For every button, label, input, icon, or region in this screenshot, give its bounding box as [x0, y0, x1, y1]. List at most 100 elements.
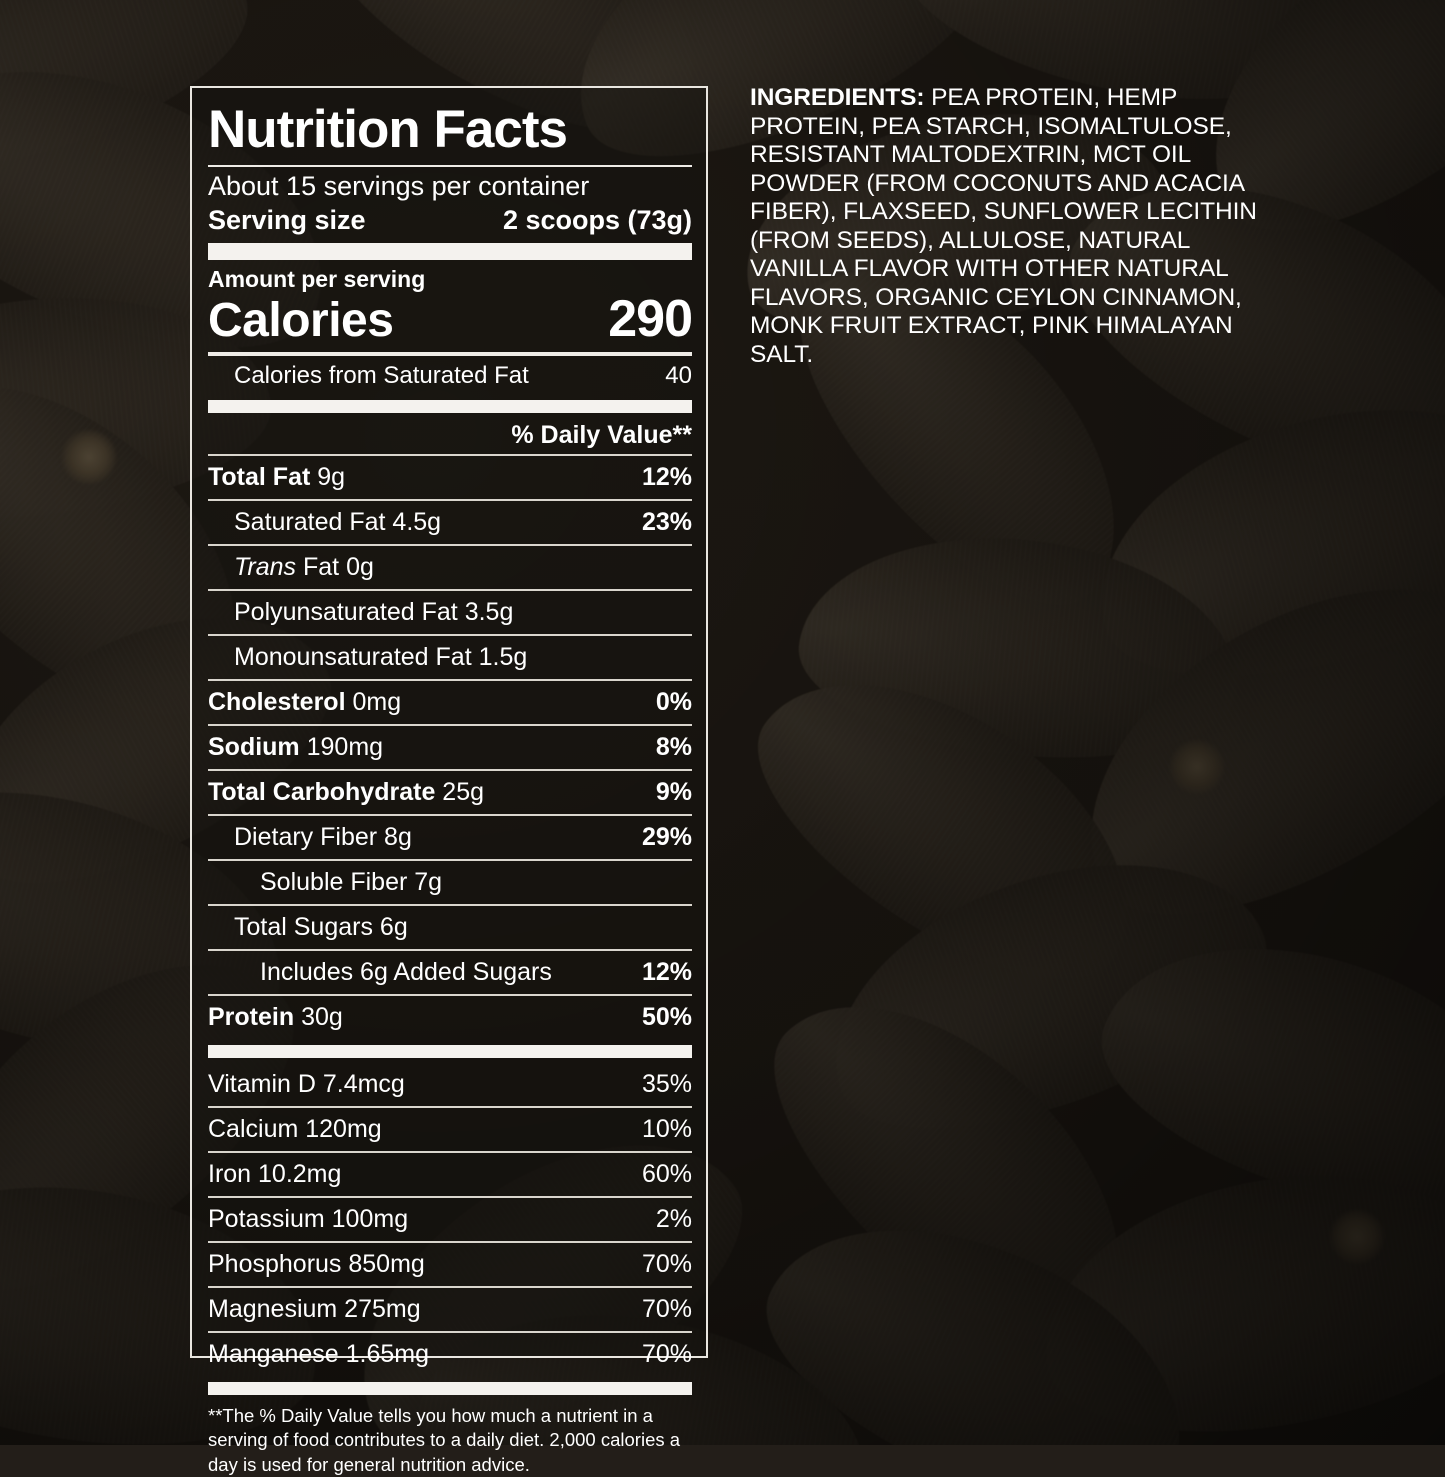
nutrient-name-bold: Total Carbohydrate	[208, 777, 436, 806]
nutrient-daily-value: 0%	[655, 687, 692, 716]
nutrient-daily-value: 12%	[641, 462, 692, 491]
nutrient-name: Cholesterol 0mg	[208, 687, 402, 716]
nutrient-row: Total Fat 9g 12%	[208, 456, 692, 499]
daily-value-footnote: **The % Daily Value tells you how much a…	[208, 1404, 681, 1475]
vitamin-daily-value: 70%	[641, 1339, 692, 1368]
divider-hair	[208, 723, 692, 726]
nutrient-name-bold: Cholesterol	[208, 687, 346, 716]
divider-hair	[208, 1240, 692, 1243]
nutrient-name: Saturated Fat 4.5g	[234, 507, 442, 536]
vitamin-daily-value: 70%	[641, 1294, 692, 1323]
divider-hair	[208, 768, 692, 771]
divider-hair	[208, 1285, 692, 1288]
nutrient-row: Protein 30g 50%	[208, 996, 692, 1039]
vitamin-name: Phosphorus 850mg	[208, 1249, 425, 1278]
divider-hair	[208, 678, 692, 681]
divider-hair	[208, 993, 692, 996]
daily-value-header: % Daily Value**	[511, 420, 692, 449]
nutrient-daily-value: 50%	[641, 1002, 692, 1031]
vitamin-name: Calcium 120mg	[208, 1114, 382, 1143]
nutrient-daily-value: 9%	[655, 777, 692, 806]
nutrient-name: Trans Fat 0g	[234, 552, 374, 581]
nutrient-name: Total Fat 9g	[208, 462, 346, 491]
ingredients-text: PEA PROTEIN, HEMP PROTEIN, PEA STARCH, I…	[750, 84, 1257, 368]
divider-hair	[208, 1330, 692, 1333]
ingredients-block: INGREDIENTS: PEA PROTEIN, HEMP PROTEIN, …	[750, 84, 1270, 369]
calories-value: 290	[608, 289, 693, 348]
divider-hair	[208, 543, 692, 546]
vitamin-daily-value: 35%	[641, 1069, 692, 1098]
vitamin-row: Calcium 120mg 10%	[208, 1108, 692, 1151]
divider-hair	[208, 633, 692, 636]
vitamin-row: Vitamin D 7.4mcg 35%	[208, 1063, 692, 1106]
divider-under-title	[208, 165, 692, 168]
vitamin-name: Magnesium 275mg	[208, 1294, 421, 1323]
nutrient-name: Monounsaturated Fat 1.5g	[234, 642, 528, 671]
divider-thick-vitamins	[208, 1044, 692, 1058]
divider-hair	[208, 1150, 692, 1153]
nutrient-row: Soluble Fiber 7g	[208, 861, 692, 904]
divider-hair	[208, 453, 692, 456]
page-title: Nutrition Facts	[208, 100, 568, 159]
vitamin-row: Potassium 100mg 2%	[208, 1198, 692, 1241]
divider-hair	[208, 948, 692, 951]
calories-label: Calories	[208, 293, 394, 347]
nutrient-list: Total Fat 9g 12% Saturated Fat 4.5g 23% Tran…	[208, 456, 692, 1039]
nutrient-row: Cholesterol 0mg 0%	[208, 681, 692, 724]
nutrient-row: Dietary Fiber 8g 29%	[208, 816, 692, 859]
divider-thick-footnote	[208, 1381, 692, 1395]
divider-hair	[208, 1105, 692, 1108]
nutrient-row: Monounsaturated Fat 1.5g	[208, 636, 692, 679]
nutrient-daily-value: 29%	[641, 822, 692, 851]
divider-hair	[208, 588, 692, 591]
nutrient-name-bold: Sodium	[208, 732, 300, 761]
vitamin-name: Manganese 1.65mg	[208, 1339, 429, 1368]
nutrition-facts-panel: Nutrition Facts About 15 servings per co…	[190, 86, 708, 1475]
nutrient-name: Includes 6g Added Sugars	[260, 957, 552, 986]
divider-hair	[208, 1195, 692, 1198]
nutrient-row: Polyunsaturated Fat 3.5g	[208, 591, 692, 634]
nutrient-name: Sodium 190mg	[208, 732, 384, 761]
calories-from-saturated-fat-value: 40	[665, 361, 692, 389]
divider-under-calories	[208, 351, 692, 356]
divider-hair	[208, 813, 692, 816]
calories-from-saturated-fat-label: Calories from Saturated Fat	[234, 361, 529, 389]
vitamin-row: Manganese 1.65mg 70%	[208, 1333, 692, 1376]
vitamin-daily-value: 70%	[641, 1249, 692, 1278]
nutrient-row: Total Carbohydrate 25g 9%	[208, 771, 692, 814]
nutrient-name: Polyunsaturated Fat 3.5g	[234, 597, 514, 626]
divider-hair	[208, 858, 692, 861]
nutrient-row: Trans Fat 0g	[208, 546, 692, 589]
nutrient-name-italic: Trans	[234, 552, 297, 581]
vitamin-row: Magnesium 275mg 70%	[208, 1288, 692, 1331]
divider-thick-dv	[208, 399, 692, 413]
calories-from-saturated-fat-row: Calories from Saturated Fat 40	[208, 359, 692, 394]
nutrient-name: Protein 30g	[208, 1002, 343, 1031]
vitamin-list: Vitamin D 7.4mcg 35% Calcium 120mg 10% Iron …	[208, 1063, 692, 1376]
nutrient-name: Dietary Fiber 8g	[234, 822, 412, 851]
vitamin-daily-value: 2%	[655, 1204, 692, 1233]
vitamin-name: Potassium 100mg	[208, 1204, 409, 1233]
vitamin-name: Iron 10.2mg	[208, 1159, 342, 1188]
nutrient-row: Sodium 190mg 8%	[208, 726, 692, 769]
nutrient-name: Total Sugars 6g	[234, 912, 408, 941]
serving-size-value: 2 scoops (73g)	[502, 204, 692, 235]
nutrient-name-bold: Protein	[208, 1002, 295, 1031]
divider-hair	[208, 498, 692, 501]
nutrient-name-bold: Total Fat	[208, 462, 311, 491]
divider-hair	[208, 903, 692, 906]
serving-size-label: Serving size	[208, 204, 366, 235]
vitamin-daily-value: 60%	[641, 1159, 692, 1188]
nutrient-daily-value: 23%	[641, 507, 692, 536]
vitamin-row: Phosphorus 850mg 70%	[208, 1243, 692, 1286]
nutrient-name: Soluble Fiber 7g	[260, 867, 443, 896]
vitamin-daily-value: 10%	[641, 1114, 692, 1143]
nutrient-name: Total Carbohydrate 25g	[208, 777, 485, 806]
nutrient-row: Saturated Fat 4.5g 23%	[208, 501, 692, 544]
nutrient-row: Includes 6g Added Sugars 12%	[208, 951, 692, 994]
nutrient-daily-value: 12%	[641, 957, 692, 986]
ingredients-heading: INGREDIENTS:	[750, 84, 925, 111]
vitamin-name: Vitamin D 7.4mcg	[208, 1069, 405, 1098]
calories-row: Calories 290	[208, 289, 693, 349]
vitamin-row: Iron 10.2mg 60%	[208, 1153, 692, 1196]
